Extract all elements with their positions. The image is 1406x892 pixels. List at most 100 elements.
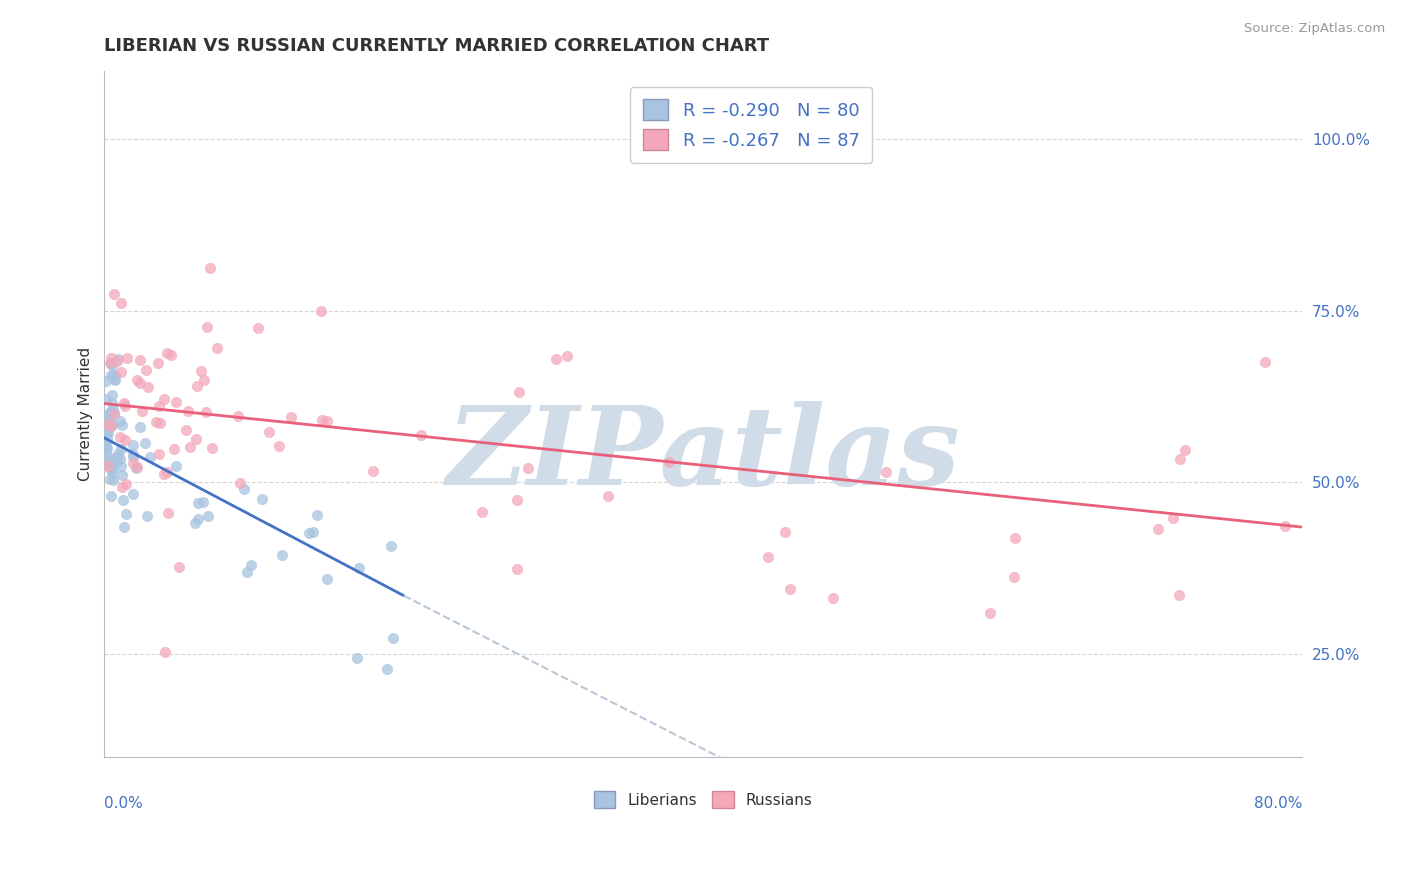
Point xyxy=(160,348,183,362)
Point xyxy=(122,487,145,501)
Point xyxy=(232,482,254,496)
Point xyxy=(107,447,129,461)
Point xyxy=(107,351,129,366)
Point xyxy=(156,345,179,359)
Point xyxy=(108,414,131,428)
Point xyxy=(122,456,145,470)
Point xyxy=(1254,355,1277,369)
Point xyxy=(103,371,125,385)
Point xyxy=(98,356,121,370)
Point xyxy=(98,472,121,486)
Text: ZIPatlas: ZIPatlas xyxy=(446,401,960,508)
Point xyxy=(380,539,402,553)
Point xyxy=(100,387,122,401)
Point xyxy=(100,351,122,366)
Text: 0.0%: 0.0% xyxy=(104,796,143,811)
Point xyxy=(316,414,339,428)
Point xyxy=(152,392,174,406)
Point xyxy=(773,524,796,539)
Point xyxy=(298,526,321,541)
Point xyxy=(1004,532,1026,546)
Point xyxy=(167,560,190,574)
Point xyxy=(186,379,208,393)
Point xyxy=(121,437,143,451)
Point xyxy=(97,417,120,432)
Point xyxy=(205,341,228,355)
Point xyxy=(145,415,167,429)
Point xyxy=(139,450,162,464)
Point xyxy=(100,358,122,372)
Point xyxy=(190,364,212,378)
Point xyxy=(162,442,184,457)
Point xyxy=(101,402,124,417)
Point xyxy=(97,425,120,440)
Point xyxy=(979,606,1001,620)
Point xyxy=(115,507,138,521)
Point xyxy=(115,351,138,365)
Point xyxy=(149,416,172,430)
Point xyxy=(250,492,273,507)
Point xyxy=(114,433,136,447)
Point xyxy=(779,582,801,597)
Point xyxy=(1274,519,1296,533)
Point xyxy=(361,464,384,478)
Point xyxy=(98,420,121,434)
Legend: Liberians, Russians: Liberians, Russians xyxy=(588,785,818,814)
Point xyxy=(100,463,122,477)
Point xyxy=(658,455,681,469)
Point xyxy=(347,561,370,575)
Point xyxy=(103,473,125,487)
Point xyxy=(193,373,215,387)
Point xyxy=(98,454,121,468)
Point xyxy=(1168,452,1191,467)
Point xyxy=(756,550,779,565)
Point xyxy=(148,447,170,461)
Point xyxy=(94,374,117,388)
Point xyxy=(127,373,149,387)
Text: 80.0%: 80.0% xyxy=(1254,796,1302,811)
Point xyxy=(239,558,262,572)
Point xyxy=(311,412,333,426)
Point xyxy=(187,512,209,526)
Point xyxy=(115,477,138,491)
Point xyxy=(94,392,117,406)
Point xyxy=(1174,442,1197,457)
Point xyxy=(103,466,125,480)
Point xyxy=(105,455,128,469)
Point xyxy=(125,461,148,475)
Point xyxy=(97,458,120,473)
Point xyxy=(96,417,118,431)
Point xyxy=(165,395,187,409)
Point xyxy=(195,405,218,419)
Text: Source: ZipAtlas.com: Source: ZipAtlas.com xyxy=(1244,22,1385,36)
Point xyxy=(111,493,134,508)
Point xyxy=(101,368,124,383)
Point xyxy=(98,417,121,431)
Point xyxy=(134,435,156,450)
Point xyxy=(97,415,120,429)
Point xyxy=(103,286,125,301)
Point xyxy=(596,489,619,503)
Point xyxy=(96,408,118,422)
Point xyxy=(103,373,125,387)
Point xyxy=(821,591,844,606)
Y-axis label: Currently Married: Currently Married xyxy=(79,347,93,481)
Point xyxy=(471,505,494,519)
Point xyxy=(103,407,125,421)
Point xyxy=(100,406,122,420)
Point xyxy=(1147,522,1170,536)
Point xyxy=(101,456,124,470)
Point xyxy=(302,524,325,539)
Point xyxy=(184,433,207,447)
Point xyxy=(235,566,257,580)
Point xyxy=(100,419,122,434)
Point xyxy=(184,516,207,530)
Point xyxy=(346,651,368,665)
Point xyxy=(201,441,224,455)
Point xyxy=(114,400,136,414)
Point xyxy=(129,420,152,434)
Point xyxy=(127,460,149,475)
Point xyxy=(110,458,132,473)
Point xyxy=(508,384,530,399)
Point xyxy=(110,296,132,310)
